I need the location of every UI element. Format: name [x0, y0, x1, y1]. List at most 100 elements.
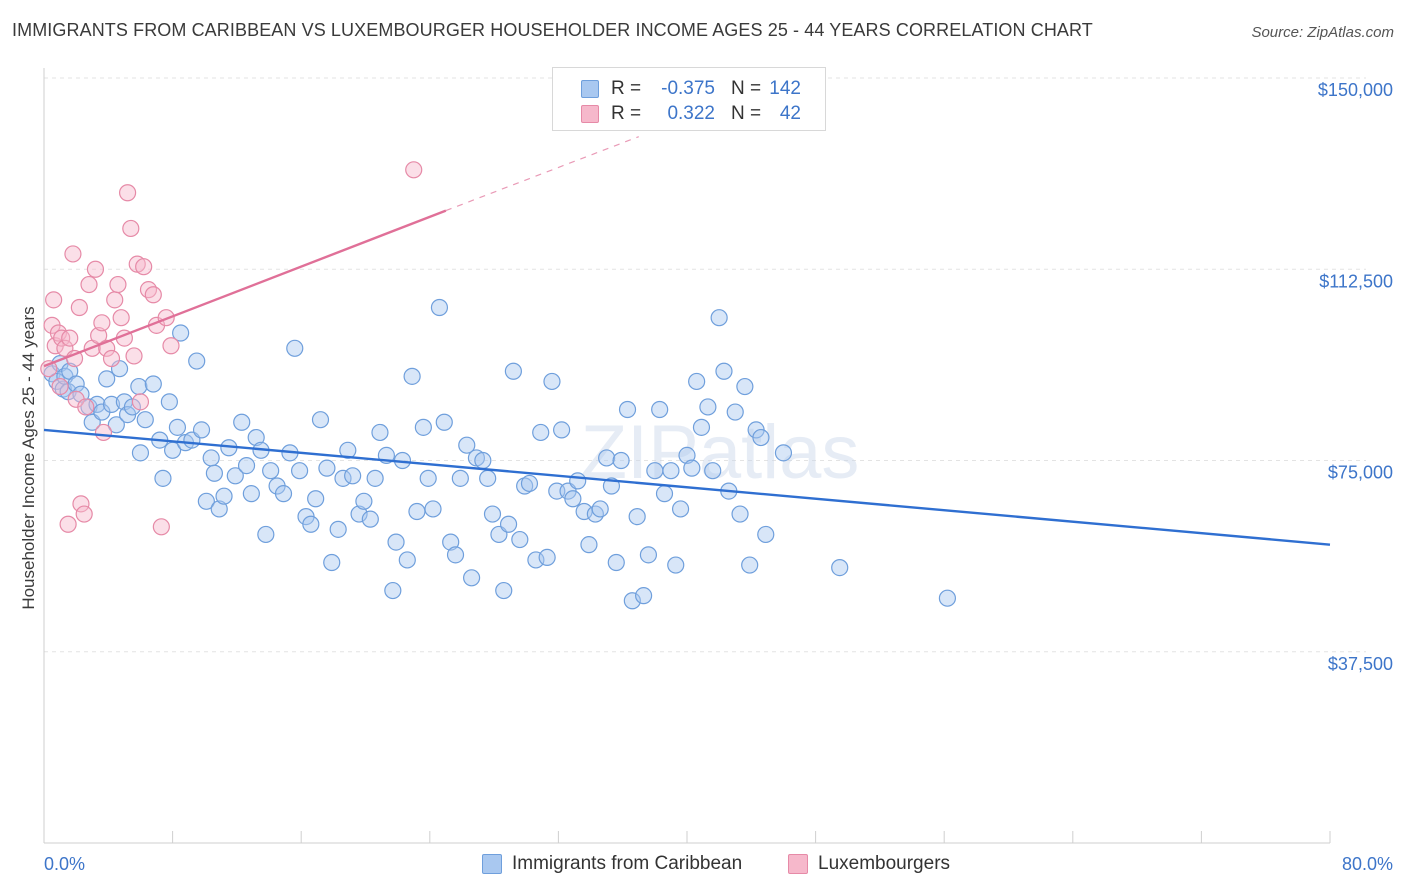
- legend-n-value: 42: [779, 103, 801, 124]
- legend-swatch-caribbean: [581, 80, 599, 98]
- caribbean-point-73: [403, 367, 421, 385]
- caribbean-point-38: [215, 487, 233, 505]
- caribbean-point-139: [757, 525, 775, 544]
- caribbean-point-74: [408, 502, 426, 521]
- caribbean-point-122: [667, 556, 685, 574]
- luxembourger-point-14: [72, 495, 90, 513]
- luxembourger-trend-line: [43, 209, 447, 368]
- legend-r-value: -0.375: [661, 78, 715, 99]
- trend-lines: [43, 136, 1331, 546]
- caribbean-point-61: [339, 441, 357, 459]
- tick-labels: $37,500 $75,000 $112,500 $150,000 0.0% 80.0%: [44, 80, 1393, 874]
- luxembourger-point-31: [125, 347, 143, 365]
- caribbean-trend-line: [43, 428, 1331, 546]
- caribbean-point-93: [511, 530, 529, 549]
- caribbean-point-98: [538, 548, 556, 567]
- caribbean-point-43: [242, 485, 260, 503]
- caribbean-point-76: [419, 469, 437, 487]
- luxembourger-point-4: [49, 324, 68, 342]
- caribbean-point-20: [130, 377, 148, 396]
- luxembourger-point-22: [94, 423, 113, 442]
- caribbean-point-35: [202, 449, 220, 467]
- caribbean-point-63: [350, 505, 368, 523]
- caribbean-point-136: [741, 556, 759, 574]
- legend-n-label: N =: [731, 103, 762, 124]
- series-legend: Immigrants from Caribbean Luxembourgers: [0, 852, 1406, 878]
- caribbean-point-86: [474, 451, 492, 470]
- chart-title: IMMIGRANTS FROM CARIBBEAN VS LUXEMBOURGE…: [12, 20, 1093, 40]
- caribbean-point-133: [726, 403, 744, 421]
- caribbean-point-109: [598, 449, 616, 467]
- luxembourger-point-21: [93, 314, 111, 332]
- caribbean-point-47: [262, 462, 280, 480]
- y-axis-label: Householder Income Ages 25 - 44 years: [19, 306, 38, 609]
- caribbean-point-106: [580, 536, 598, 554]
- caribbean-point-72: [398, 551, 416, 569]
- luxembourger-point-19: [86, 260, 105, 278]
- luxembourger-point-8: [59, 515, 77, 533]
- caribbean-point-29: [172, 324, 190, 342]
- luxembourger-point-26: [109, 275, 127, 294]
- caribbean-point-90: [495, 581, 513, 600]
- caribbean-point-95: [520, 474, 539, 493]
- caribbean-point-60: [334, 469, 352, 487]
- caribbean-point-51: [286, 339, 304, 357]
- luxembourger-point-29: [118, 184, 137, 202]
- legend-swatch-luxembourger: [581, 105, 599, 123]
- luxembourger-point-2: [45, 291, 63, 309]
- legend-label-luxembourger: Luxembourgers: [818, 853, 951, 874]
- caribbean-point-40: [226, 467, 244, 485]
- legend-n-label: N =: [731, 78, 762, 99]
- caribbean-point-129: [704, 462, 722, 480]
- luxembourger-point-33: [131, 393, 150, 411]
- y-tick-label-1: $75,000: [1328, 463, 1393, 483]
- caribbean-point-21: [131, 444, 150, 462]
- luxembourger-point-13: [70, 298, 88, 317]
- caribbean-point-54: [302, 515, 320, 533]
- y-tick-label-0: $37,500: [1328, 654, 1393, 674]
- correlation-legend: R = -0.375 N = 142 R = 0.322 N = 42: [552, 67, 826, 131]
- caribbean-point-32: [188, 352, 206, 370]
- caribbean-point-81: [446, 546, 465, 564]
- caribbean-point-42: [237, 457, 256, 475]
- luxembourger-point-17: [80, 275, 98, 294]
- caribbean-point-75: [414, 418, 432, 436]
- caribbean-point-117: [639, 546, 658, 564]
- luxembourger-point-20: [90, 326, 108, 345]
- legend-r-label: R =: [611, 78, 642, 99]
- luxembourger-point-34: [135, 258, 153, 276]
- caribbean-point-88: [483, 505, 502, 523]
- luxembourger-point-15: [75, 505, 93, 523]
- caribbean-point-55: [307, 490, 325, 508]
- caribbean-point-25: [154, 469, 172, 487]
- caribbean-point-99: [543, 372, 561, 391]
- luxembourger-point-5: [51, 377, 69, 396]
- caribbean-point-65: [361, 510, 379, 528]
- caribbean-point-62: [344, 467, 362, 485]
- caribbean-point-115: [628, 507, 646, 526]
- caribbean-point-64: [355, 492, 373, 510]
- caribbean-point-140: [774, 444, 793, 462]
- legend-r-value: 0.322: [667, 103, 715, 124]
- source-label: Source: ZipAtlas.com: [1251, 24, 1394, 41]
- axes: [43, 68, 1331, 844]
- caribbean-point-28: [168, 418, 187, 436]
- caribbean-point-66: [366, 469, 384, 487]
- legend-n-value: 142: [769, 78, 801, 99]
- caribbean-point-44: [247, 428, 265, 447]
- caribbean-point-114: [623, 592, 641, 610]
- luxembourger-point-40: [162, 337, 180, 355]
- caribbean-point-26: [160, 393, 178, 411]
- caribbean-point-80: [442, 533, 460, 551]
- legend-row-caribbean: R = -0.375 N = 142: [553, 76, 825, 102]
- luxembourger-trend-extension: [445, 136, 639, 212]
- legend-r-label: R =: [611, 103, 642, 124]
- caribbean-point-58: [323, 553, 341, 572]
- caribbean-point-8: [72, 385, 90, 403]
- caribbean-point-118: [646, 462, 664, 480]
- luxembourger-point-27: [112, 309, 130, 327]
- luxembourger-point-25: [106, 291, 124, 309]
- caribbean-point-92: [504, 362, 522, 380]
- caribbean-point-104: [569, 472, 587, 490]
